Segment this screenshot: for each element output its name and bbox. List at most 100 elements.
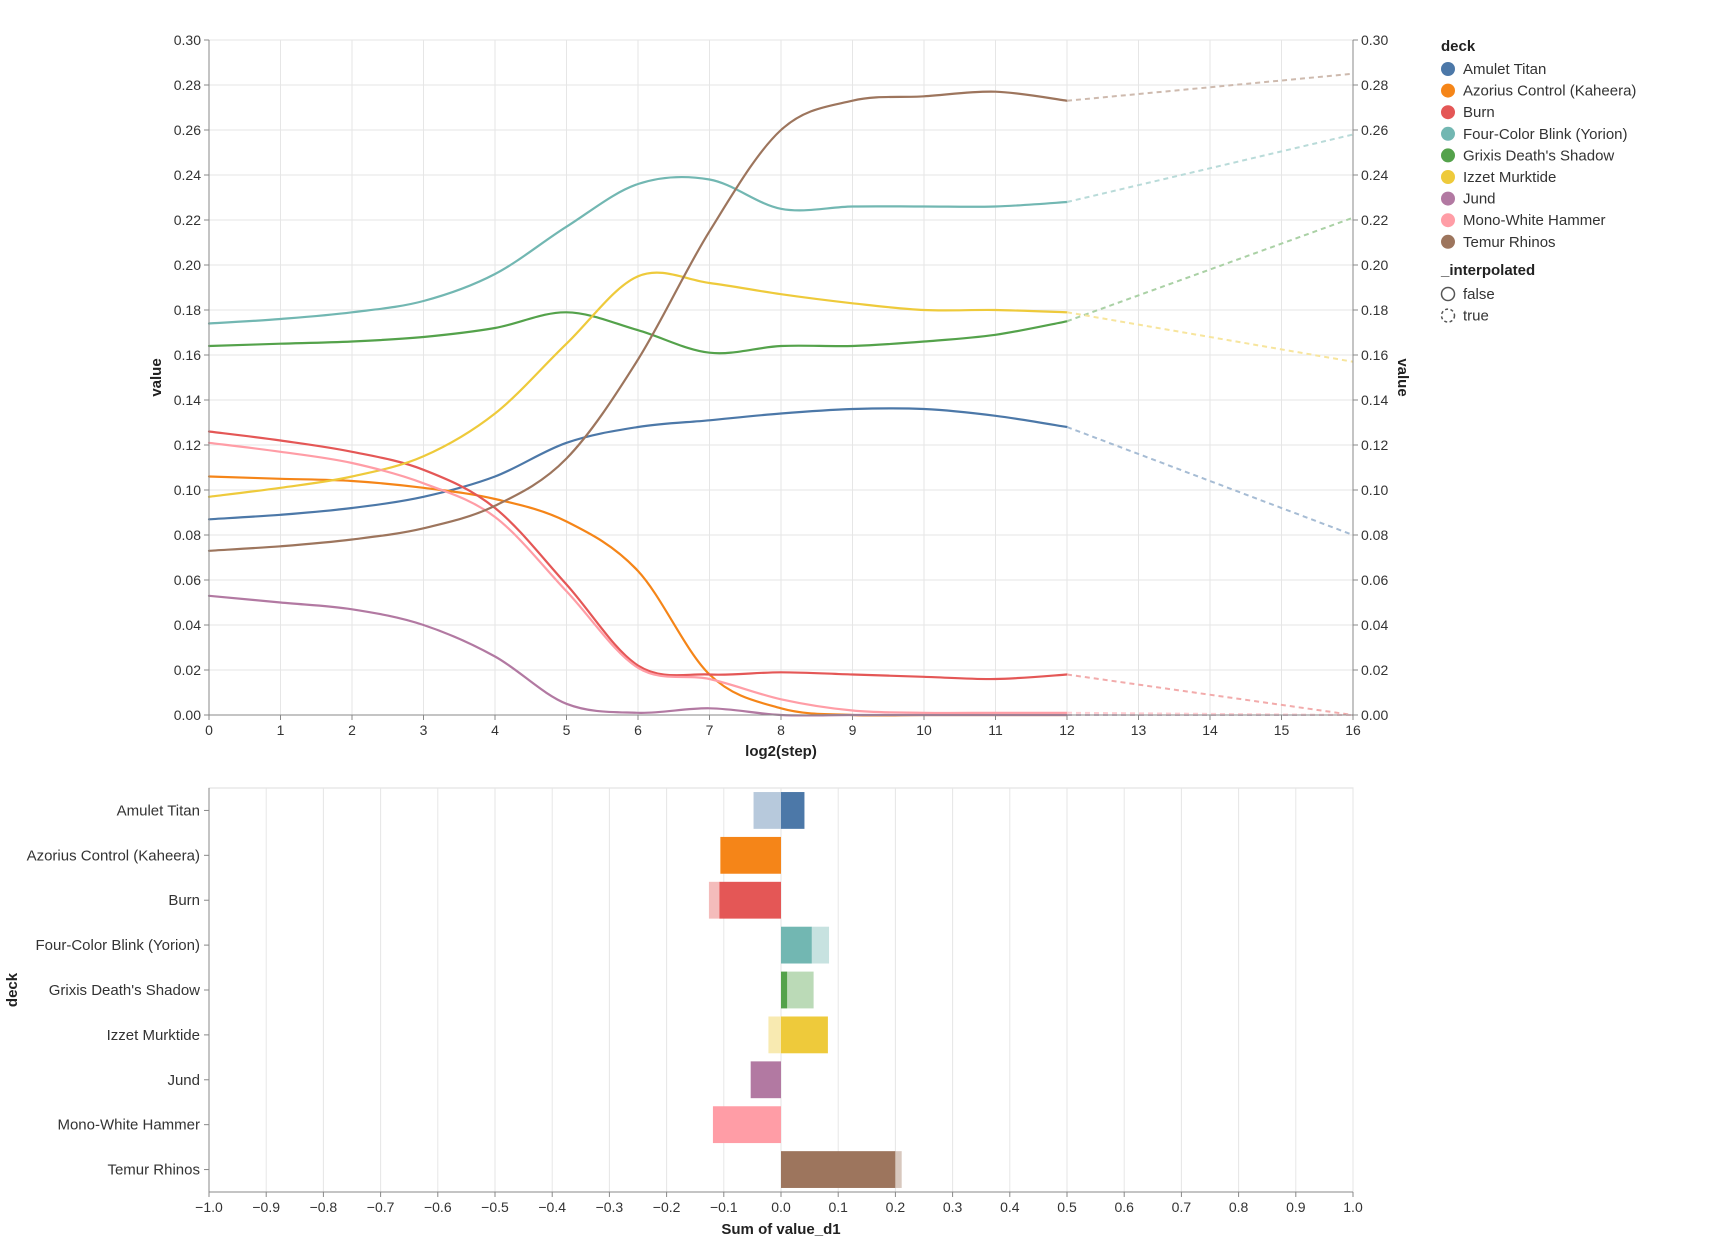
line-chart-grid — [208, 39, 1354, 716]
series-line-mono-white-hammer — [207, 441, 1069, 715]
y-tick-label: 0.08 — [174, 527, 201, 543]
right-y-tick-label: 0.12 — [1361, 437, 1388, 453]
bar-x-tick-label: 0.8 — [1229, 1199, 1249, 1215]
legend-title: deck — [1441, 38, 1476, 55]
bar-azorius-control-kaheera-false — [720, 836, 781, 874]
bar-category-label-amulet-titan: Amulet Titan — [117, 802, 200, 819]
x-tick-label: 10 — [916, 722, 932, 738]
y-tick-label: 0.00 — [174, 707, 201, 723]
bar-izzet-murktide-true — [768, 1016, 781, 1054]
legend-label-amulet-titan: Amulet Titan — [1463, 61, 1546, 78]
legend-label-izzet-murktide: Izzet Murktide — [1463, 169, 1556, 186]
legend-label-mono-white-hammer: Mono-White Hammer — [1463, 212, 1606, 229]
bar-four-color-blink-yorion-false — [781, 926, 812, 964]
series-line-izzet-murktide — [207, 271, 1069, 498]
legend-interpolated-items: false true — [1440, 286, 1495, 325]
bar-category-label-four-color-blink-yorion: Four-Color Blink (Yorion) — [35, 937, 200, 954]
series-projection-grixis-death-s-shadow — [1066, 216, 1354, 323]
bar-burn-true — [708, 881, 720, 919]
x-tick-label: 4 — [491, 722, 499, 738]
right-y-tick-label: 0.06 — [1361, 572, 1388, 588]
series-projection-temur-rhinos — [1066, 72, 1354, 102]
right-y-tick-label: 0.30 — [1361, 32, 1388, 48]
series-line-burn — [207, 430, 1069, 681]
right-y-tick-label: 0.16 — [1361, 347, 1388, 363]
line-chart-y-axis-title: value — [148, 358, 165, 396]
bar-category-label-grixis-death-s-shadow: Grixis Death's Shadow — [49, 982, 200, 999]
legend-swatch-jund — [1441, 191, 1455, 206]
bar-temur-rhinos-false — [781, 1151, 896, 1188]
series-line-amulet-titan — [207, 407, 1069, 521]
line-chart: 0 1 2 3 4 5 6 7 8 9 10 11 12 13 14 15 160.00 0.000.02 0.02… — [148, 32, 1411, 760]
y-tick-label: 0.14 — [174, 392, 201, 408]
y-tick-label: 0.22 — [174, 212, 201, 228]
y-tick-label: 0.30 — [174, 32, 201, 48]
line-chart-right-y-axis-title: value — [1394, 358, 1411, 396]
series-projection-amulet-titan — [1066, 426, 1354, 536]
x-tick-label: 3 — [420, 722, 428, 738]
legend-deck-items: Amulet Titan Azorius Control (Kaheera) Bur… — [1441, 61, 1636, 251]
bar-grixis-death-s-shadow-false — [781, 971, 788, 1009]
x-tick-label: 11 — [988, 722, 1003, 738]
legend-label-azorius-control-kaheera: Azorius Control (Kaheera) — [1463, 83, 1636, 100]
x-tick-label: 16 — [1345, 722, 1361, 738]
legend-interpolated-title: _interpolated — [1440, 262, 1535, 279]
bar-x-tick-label: −0.2 — [653, 1199, 681, 1215]
bar-category-label-temur-rhinos: Temur Rhinos — [107, 1162, 200, 1179]
bar-x-tick-label: 0.7 — [1172, 1199, 1192, 1215]
bar-category-label-mono-white-hammer: Mono-White Hammer — [57, 1117, 200, 1134]
bar-chart-bars — [708, 792, 902, 1188]
legend: deck Amulet Titan Azorius Control (Kaheer… — [1440, 38, 1636, 325]
x-tick-label: 14 — [1202, 722, 1218, 738]
bar-category-label-jund: Jund — [167, 1072, 200, 1089]
series-line-four-color-blink-yorion — [207, 175, 1069, 325]
x-tick-label: 0 — [205, 722, 213, 738]
y-tick-label: 0.12 — [174, 437, 201, 453]
right-y-tick-label: 0.22 — [1361, 212, 1388, 228]
legend-swatch-azorius-control-kaheera — [1441, 83, 1455, 98]
right-y-tick-label: 0.02 — [1361, 662, 1388, 678]
bar-x-tick-label: 0.4 — [1000, 1199, 1020, 1215]
x-tick-label: 12 — [1059, 722, 1075, 738]
bar-x-tick-label: −0.3 — [596, 1199, 624, 1215]
line-chart-axes: 0 1 2 3 4 5 6 7 8 9 10 11 12 13 14 15 160.00 0.000.02 0.02… — [174, 32, 1389, 738]
y-tick-label: 0.18 — [174, 302, 201, 318]
series-line-grixis-death-s-shadow — [207, 311, 1069, 355]
bar-x-tick-label: −0.7 — [367, 1199, 395, 1215]
legend-label-temur-rhinos: Temur Rhinos — [1463, 234, 1556, 251]
bar-burn-false — [719, 881, 781, 919]
bar-x-tick-label: 0.3 — [943, 1199, 963, 1215]
bar-amulet-titan-false — [781, 792, 805, 829]
right-y-tick-label: 0.00 — [1361, 707, 1388, 723]
right-y-tick-label: 0.20 — [1361, 257, 1388, 273]
bar-amulet-titan-true — [753, 792, 781, 829]
bar-x-tick-label: 0.9 — [1286, 1199, 1306, 1215]
legend-label-jund: Jund — [1463, 191, 1496, 208]
bar-chart-x-axis-title: Sum of value_d1 — [721, 1221, 840, 1238]
legend-swatch-burn — [1441, 105, 1455, 120]
x-tick-label: 5 — [563, 722, 571, 738]
x-tick-label: 15 — [1274, 722, 1290, 738]
series-line-temur-rhinos — [207, 90, 1069, 552]
legend-swatch-izzet-murktide — [1441, 170, 1455, 184]
bar-grixis-death-s-shadow-true — [787, 971, 814, 1009]
bar-izzet-murktide-false — [781, 1016, 828, 1054]
bar-x-tick-label: 0.1 — [828, 1199, 848, 1215]
bar-temur-rhinos-true — [895, 1151, 902, 1188]
legend-swatch-interpolated-false — [1440, 286, 1456, 302]
legend-swatch-mono-white-hammer — [1441, 213, 1455, 228]
legend-label-interpolated-false: false — [1463, 286, 1495, 303]
bar-x-tick-label: −0.5 — [481, 1199, 509, 1215]
x-tick-label: 8 — [777, 722, 785, 738]
x-tick-label: 1 — [277, 722, 285, 738]
legend-label-burn: Burn — [1463, 104, 1495, 121]
right-y-tick-label: 0.04 — [1361, 617, 1388, 633]
bar-x-tick-label: −0.6 — [424, 1199, 452, 1215]
x-tick-label: 9 — [849, 722, 857, 738]
legend-swatch-temur-rhinos — [1441, 234, 1455, 249]
legend-label-four-color-blink-yorion: Four-Color Blink (Yorion) — [1463, 126, 1628, 143]
x-tick-label: 6 — [634, 722, 642, 738]
right-y-tick-label: 0.14 — [1361, 392, 1388, 408]
bar-x-tick-label: 0.6 — [1114, 1199, 1134, 1215]
